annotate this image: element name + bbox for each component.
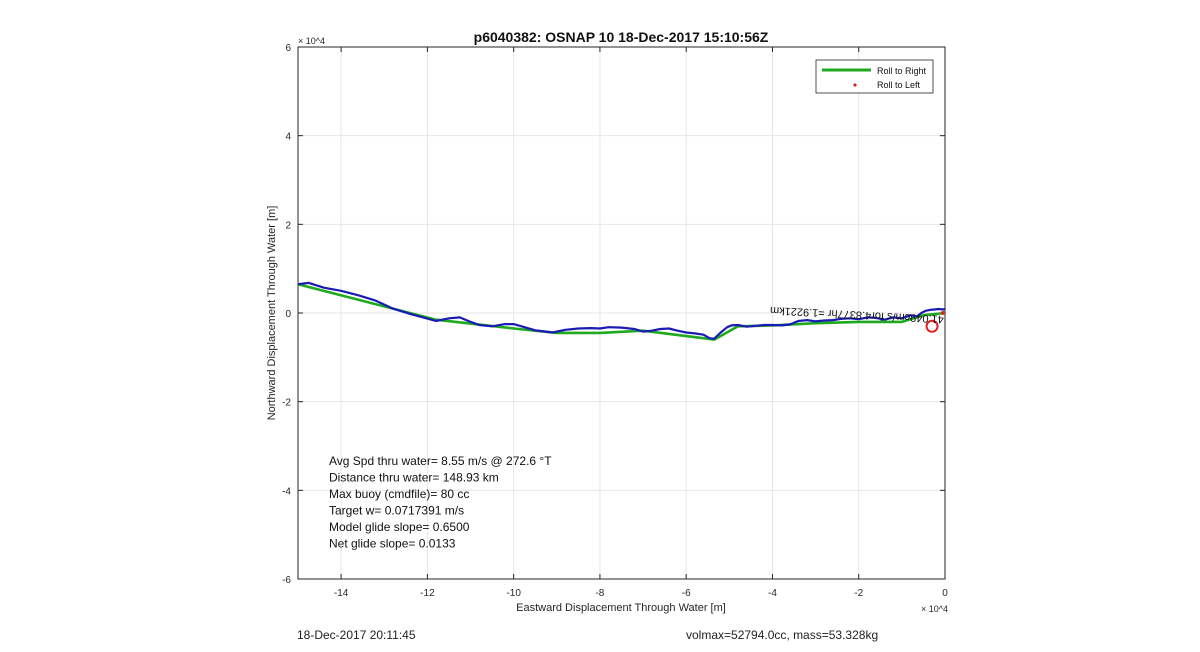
x-tick-label: -10 xyxy=(506,588,521,599)
y-axis-label: Northward Displacement Through Water [m] xyxy=(266,206,278,421)
y-tick-label: 6 xyxy=(285,43,291,54)
stats-line: Target w= 0.0717391 m/s xyxy=(329,504,464,518)
end-point-marker xyxy=(941,311,945,315)
y-tick-label: -6 xyxy=(282,575,291,586)
x-tick-label: -2 xyxy=(854,588,863,599)
y-tick-label: 4 xyxy=(285,132,291,143)
y-tick-label: -2 xyxy=(282,398,291,409)
series-track xyxy=(297,281,946,340)
series-group xyxy=(297,281,946,341)
x-axis-label: Eastward Displacement Through Water [m] xyxy=(516,602,726,614)
chart-title: p6040382: OSNAP 10 18-Dec-2017 15:10:56Z xyxy=(474,29,769,45)
footer-volmax-mass: volmax=52794.0cc, mass=53.328kg xyxy=(686,628,879,642)
axis-ticks: -14 -12 -10 -8 -6 -4 -2 0 -6 -4 -2 0 2 4 6 × 10^4 × 10^4 xyxy=(282,36,948,614)
x-tick-label: -8 xyxy=(595,588,604,599)
y-tick-label: -4 xyxy=(282,486,291,497)
series-roll-to-right xyxy=(297,282,946,341)
x-tick-label: -12 xyxy=(420,588,435,599)
stats-line: Net glide slope= 0.0133 xyxy=(329,537,456,551)
x-tick-label: -4 xyxy=(768,588,777,599)
legend-label-roll-left: Roll to Left xyxy=(877,80,921,90)
y-exponent-label: × 10^4 xyxy=(298,36,325,46)
x-exponent-label: × 10^4 xyxy=(921,604,948,614)
stats-line: Model glide slope= 0.6500 xyxy=(329,520,470,534)
footer-timestamp: 18-Dec-2017 20:11:45 xyxy=(297,628,416,642)
x-tick-label: -6 xyxy=(682,588,691,599)
legend: Roll to Right Roll to Left xyxy=(815,59,934,94)
x-tick-label: 0 xyxy=(942,588,948,599)
y-tick-label: 0 xyxy=(285,309,291,320)
x-tick-label: -14 xyxy=(334,588,349,599)
stats-line: Avg Spd thru water= 8.55 m/s @ 272.6 °T xyxy=(329,454,552,468)
current-position-marker xyxy=(925,319,939,333)
legend-box xyxy=(815,59,934,94)
stats-line: Distance thru water= 148.93 km xyxy=(329,471,499,485)
y-tick-label: 2 xyxy=(285,220,291,231)
stats-line: Max buoy (cmdfile)= 80 cc xyxy=(329,487,469,501)
legend-label-roll-right: Roll to Right xyxy=(877,66,927,76)
legend-swatch-roll-left xyxy=(853,83,857,87)
